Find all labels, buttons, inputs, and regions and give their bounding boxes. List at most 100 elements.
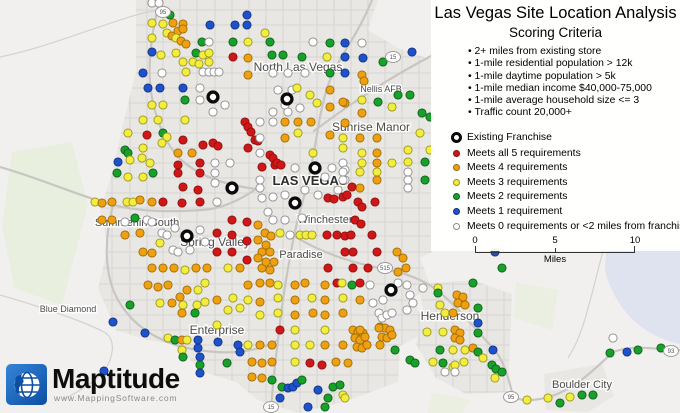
site-dot <box>360 332 370 342</box>
yellow-dot-legend-icon <box>452 178 460 186</box>
site-dot <box>155 298 165 308</box>
site-dot <box>355 167 365 177</box>
site-dot <box>147 248 157 258</box>
site-dot <box>372 148 382 158</box>
site-dot <box>268 192 278 202</box>
site-dot <box>193 185 203 195</box>
site-dot <box>402 305 412 315</box>
place-label: Blue Diamond <box>40 304 97 314</box>
site-dot <box>173 247 183 257</box>
site-dot <box>357 202 367 212</box>
site-dot <box>418 283 428 293</box>
site-dot <box>337 278 347 288</box>
site-dot <box>433 288 443 298</box>
site-dot <box>398 253 408 263</box>
site-dot <box>440 367 450 377</box>
site-dot <box>325 38 335 48</box>
site-dot <box>275 393 285 403</box>
site-dot <box>147 100 157 110</box>
logo-text-block: Maptitude www.MappingSoftware.com <box>52 364 180 404</box>
road-shield-number: 95 <box>508 395 515 401</box>
site-dot <box>177 198 187 208</box>
site-dot <box>300 278 310 288</box>
scale-tick: 10 <box>629 235 641 247</box>
site-dot <box>320 280 330 290</box>
site-dot <box>313 385 323 395</box>
road-shield: 95 <box>503 391 519 403</box>
site-dot <box>112 168 122 178</box>
site-dot <box>269 257 279 267</box>
site-dot <box>243 53 253 63</box>
site-dot <box>372 175 382 185</box>
site-dot <box>173 160 183 170</box>
site-dot <box>235 263 245 273</box>
site-dot <box>158 263 168 273</box>
franchise-markers-layer <box>180 90 398 297</box>
site-dot <box>173 168 183 178</box>
site-dot <box>346 230 356 240</box>
legend-icon <box>445 149 467 157</box>
site-dot <box>468 278 478 288</box>
franchise-marker <box>384 283 398 297</box>
site-dot <box>275 325 285 335</box>
site-dot <box>342 190 352 200</box>
site-dot <box>195 197 205 207</box>
site-dot <box>169 263 179 273</box>
site-dot <box>191 263 201 273</box>
site-dot <box>143 83 153 93</box>
site-dot <box>387 308 397 318</box>
site-dot <box>357 38 367 48</box>
red-dot-legend-icon <box>452 149 460 157</box>
site-dot <box>193 335 203 345</box>
site-dot <box>295 103 305 113</box>
white-dot-legend-icon <box>452 222 460 230</box>
site-dot <box>405 290 415 300</box>
site-dot <box>460 345 470 355</box>
criteria-item: 1-mile median income $40,000-75,000 <box>468 83 680 95</box>
place-label: Winchester <box>297 214 352 226</box>
site-dot <box>285 230 295 240</box>
site-dot <box>338 167 348 177</box>
site-dot <box>320 340 330 350</box>
site-dot <box>228 293 238 303</box>
site-dot <box>357 95 367 105</box>
site-dot <box>195 168 205 178</box>
place-label: Nellis AFB <box>360 84 402 94</box>
site-dot <box>347 182 357 192</box>
site-dot <box>192 300 202 310</box>
site-dot <box>292 83 302 93</box>
site-dot <box>257 373 267 383</box>
site-dot <box>265 247 275 257</box>
site-dot <box>167 298 177 308</box>
site-dot <box>157 138 167 148</box>
site-dots-layer <box>90 0 666 412</box>
site-dot <box>253 220 263 230</box>
site-dot <box>153 282 163 292</box>
site-dot <box>428 357 438 367</box>
site-dot <box>306 117 316 127</box>
site-dot <box>255 175 265 185</box>
site-dot <box>135 228 145 238</box>
site-dot <box>368 298 378 308</box>
site-dot <box>312 98 322 108</box>
scale-unit-label: Miles <box>543 254 567 266</box>
site-dot <box>473 318 483 328</box>
site-dot <box>372 158 382 168</box>
site-dot <box>177 308 187 318</box>
site-dot <box>255 340 265 350</box>
site-dot <box>283 107 293 117</box>
franchise-marker <box>225 181 239 195</box>
site-dot <box>355 183 365 193</box>
scale-tick: 0 <box>472 235 478 247</box>
site-dot <box>261 240 271 250</box>
site-dot <box>543 393 553 403</box>
site-dot <box>335 380 345 390</box>
site-dot <box>325 130 335 140</box>
site-dot <box>417 108 427 118</box>
park-area-east <box>514 282 558 330</box>
site-dot <box>243 340 253 350</box>
site-dot <box>156 50 166 60</box>
site-dot <box>157 68 167 78</box>
site-dot <box>125 155 135 165</box>
